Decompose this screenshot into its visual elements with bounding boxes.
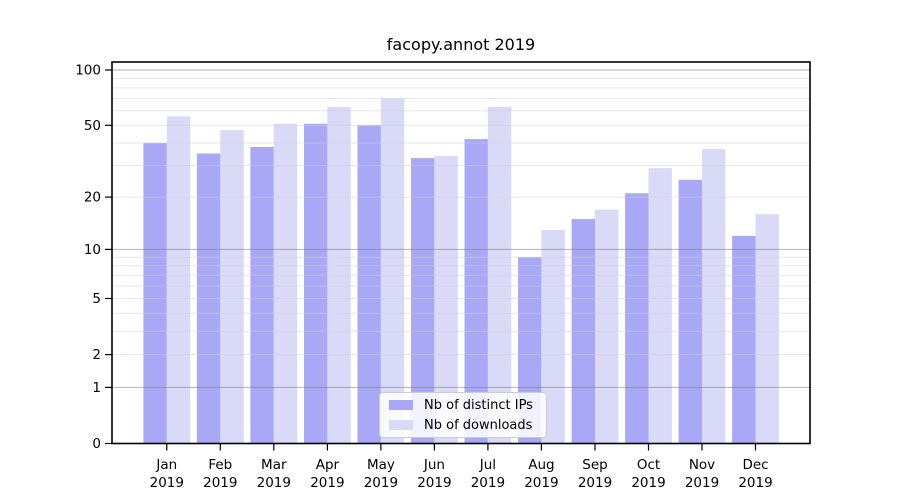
axes-box	[111, 61, 811, 445]
x-tick-label-year: 2019	[364, 475, 398, 491]
x-tick-label-year: 2019	[631, 475, 665, 491]
x-tick-label-year: 2019	[150, 475, 184, 491]
legend-label-distinct-ips: Nb of distinct IPs	[424, 397, 533, 413]
y-tick-label: 20	[84, 190, 101, 206]
y-tick-label: 10	[84, 242, 101, 258]
y-tick-label: 0	[92, 436, 101, 452]
bar-distinct-ips-jul	[464, 139, 488, 444]
bar-downloads-jan	[166, 116, 191, 444]
x-tick-label-month: Aug	[528, 457, 554, 473]
bar-distinct-ips-dec	[732, 235, 756, 444]
y-tick-label: 100	[75, 63, 101, 79]
bar-distinct-ips-oct	[625, 193, 649, 444]
bar-distinct-ips-jan	[143, 143, 167, 444]
x-tick-label-year: 2019	[738, 475, 772, 491]
legend-label-downloads: Nb of downloads	[424, 417, 533, 433]
bar-downloads-sep	[595, 209, 619, 444]
x-tick-label-month: Dec	[742, 457, 768, 473]
bar-downloads-may	[380, 98, 405, 444]
x-tick-label-month: May	[367, 457, 395, 473]
x-tick-label-year: 2019	[203, 475, 237, 491]
bar-downloads-aug	[541, 229, 565, 444]
x-tick-label-year: 2019	[524, 475, 558, 491]
y-tick-label: 2	[92, 347, 101, 363]
x-tick-label-month: Sep	[582, 457, 607, 473]
legend-swatch-downloads	[389, 420, 413, 430]
x-tick-label-month: Feb	[208, 457, 232, 473]
bar-distinct-ips-may	[357, 125, 381, 444]
x-tick-label-month: Apr	[316, 457, 340, 473]
x-tick-label-year: 2019	[257, 475, 291, 491]
x-tick-label-month: Jan	[155, 457, 177, 473]
x-tick-label-year: 2019	[310, 475, 344, 491]
x-tick-label-year: 2019	[685, 475, 719, 491]
y-tick-label: 1	[92, 380, 101, 396]
bar-distinct-ips-jun	[411, 158, 435, 444]
x-tick-label-month: Mar	[261, 457, 287, 473]
x-tick-label-year: 2019	[471, 475, 505, 491]
x-tick-label-month: Nov	[689, 457, 715, 473]
legend-swatch-distinct-ips	[389, 400, 413, 410]
x-tick-label-year: 2019	[578, 475, 612, 491]
y-tick-label: 50	[84, 118, 101, 134]
bar-downloads-nov	[702, 149, 726, 444]
y-tick-label: 5	[92, 291, 101, 307]
bar-downloads-oct	[648, 168, 672, 444]
bar-downloads-feb	[220, 130, 244, 444]
x-tick-label-year: 2019	[417, 475, 451, 491]
bar-downloads-mar	[273, 123, 298, 444]
bar-distinct-ips-mar	[250, 147, 274, 444]
x-tick-label-month: Oct	[637, 457, 660, 473]
legend-item-distinct-ips: Nb of distinct IPs	[389, 398, 546, 413]
bar-downloads-dec	[755, 214, 779, 444]
legend-item-downloads: Nb of downloads	[389, 418, 546, 433]
chart-title: facopy.annot 2019	[386, 35, 536, 54]
bar-distinct-ips-nov	[678, 179, 702, 444]
bar-distinct-ips-apr	[304, 123, 328, 444]
x-tick-label-month: Jun	[423, 457, 445, 473]
legend: Nb of distinct IPs Nb of downloads	[379, 392, 547, 438]
x-tick-label-month: Jul	[479, 457, 496, 473]
bar-downloads-jun	[434, 155, 458, 444]
